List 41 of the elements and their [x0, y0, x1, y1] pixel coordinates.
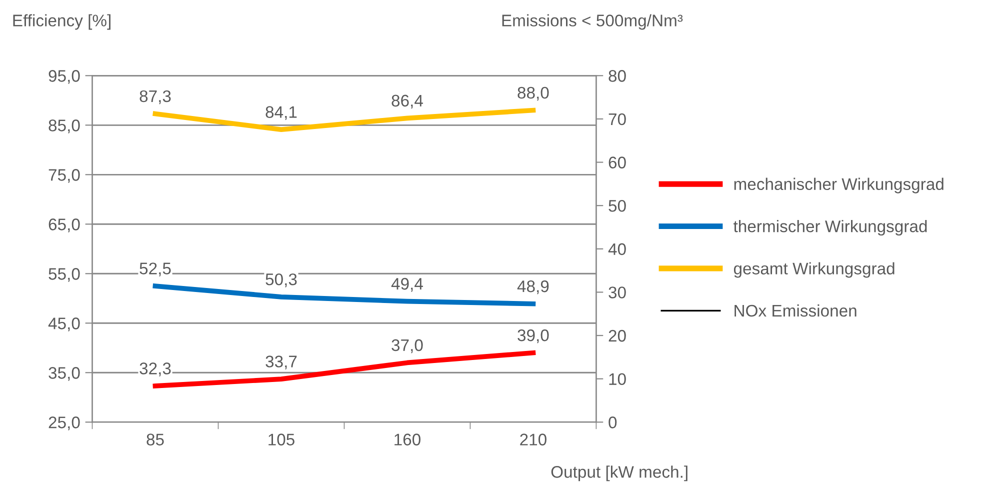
x-tick-label: 85 — [146, 434, 164, 446]
y2-tick-label: 60 — [608, 156, 626, 168]
y2-tick-label: 70 — [608, 113, 626, 126]
y-tick-label: 25,0 — [48, 416, 80, 430]
legend-label: gesamt Wirkungsgrad — [734, 262, 894, 278]
y2-tick-label: 10 — [609, 373, 626, 386]
legend-label: NOx Emissionen — [734, 304, 856, 317]
data-label: 87,3 — [140, 90, 171, 104]
y-tick-label: 35,0 — [48, 367, 80, 381]
y-tick-label: 75,0 — [48, 169, 80, 183]
line-series — [152, 108, 536, 132]
x-tick-label: 105 — [268, 434, 294, 446]
y-tick-label: 95,0 — [48, 70, 80, 84]
data-label: 84,1 — [266, 106, 297, 120]
data-label: 86,4 — [392, 94, 423, 109]
y2-tick-label: 20 — [608, 330, 626, 342]
data-label: 39,0 — [518, 329, 549, 344]
legend-label: mechanischer Wirkungsgrad — [734, 178, 944, 194]
y2-tick-label: 80 — [608, 70, 626, 82]
y2-tick-label: 30 — [608, 286, 626, 298]
data-label: 52,5 — [140, 262, 171, 276]
data-label: 32,3 — [140, 362, 171, 376]
y-tick-label: 65,0 — [48, 218, 80, 232]
y-axis-title: Efficiency [%] — [13, 14, 110, 30]
x-tick-label: 210 — [520, 434, 546, 446]
x-tick-label: 160 — [394, 434, 420, 446]
data-label: 33,7 — [266, 356, 297, 370]
y2-tick-label: 50 — [608, 200, 626, 212]
legend-label: thermischer Wirkungsgrad — [734, 220, 927, 236]
data-label: 37,0 — [392, 339, 423, 354]
y2-axis-title: Emissions < 500mg/Nm³ — [502, 14, 683, 30]
data-label: 49,4 — [391, 278, 423, 292]
y-tick-label: 45,0 — [48, 318, 80, 332]
data-label: 88,0 — [518, 86, 549, 101]
data-label: 50,3 — [266, 273, 297, 288]
x-axis-title: Output [kW mech.] — [551, 466, 688, 482]
data-label: 48,9 — [517, 280, 549, 294]
y-tick-label: 55,0 — [48, 268, 80, 282]
y2-tick-label: 0 — [608, 416, 617, 428]
y-tick-label: 85,0 — [48, 120, 80, 134]
y2-tick-label: 40 — [608, 243, 626, 256]
